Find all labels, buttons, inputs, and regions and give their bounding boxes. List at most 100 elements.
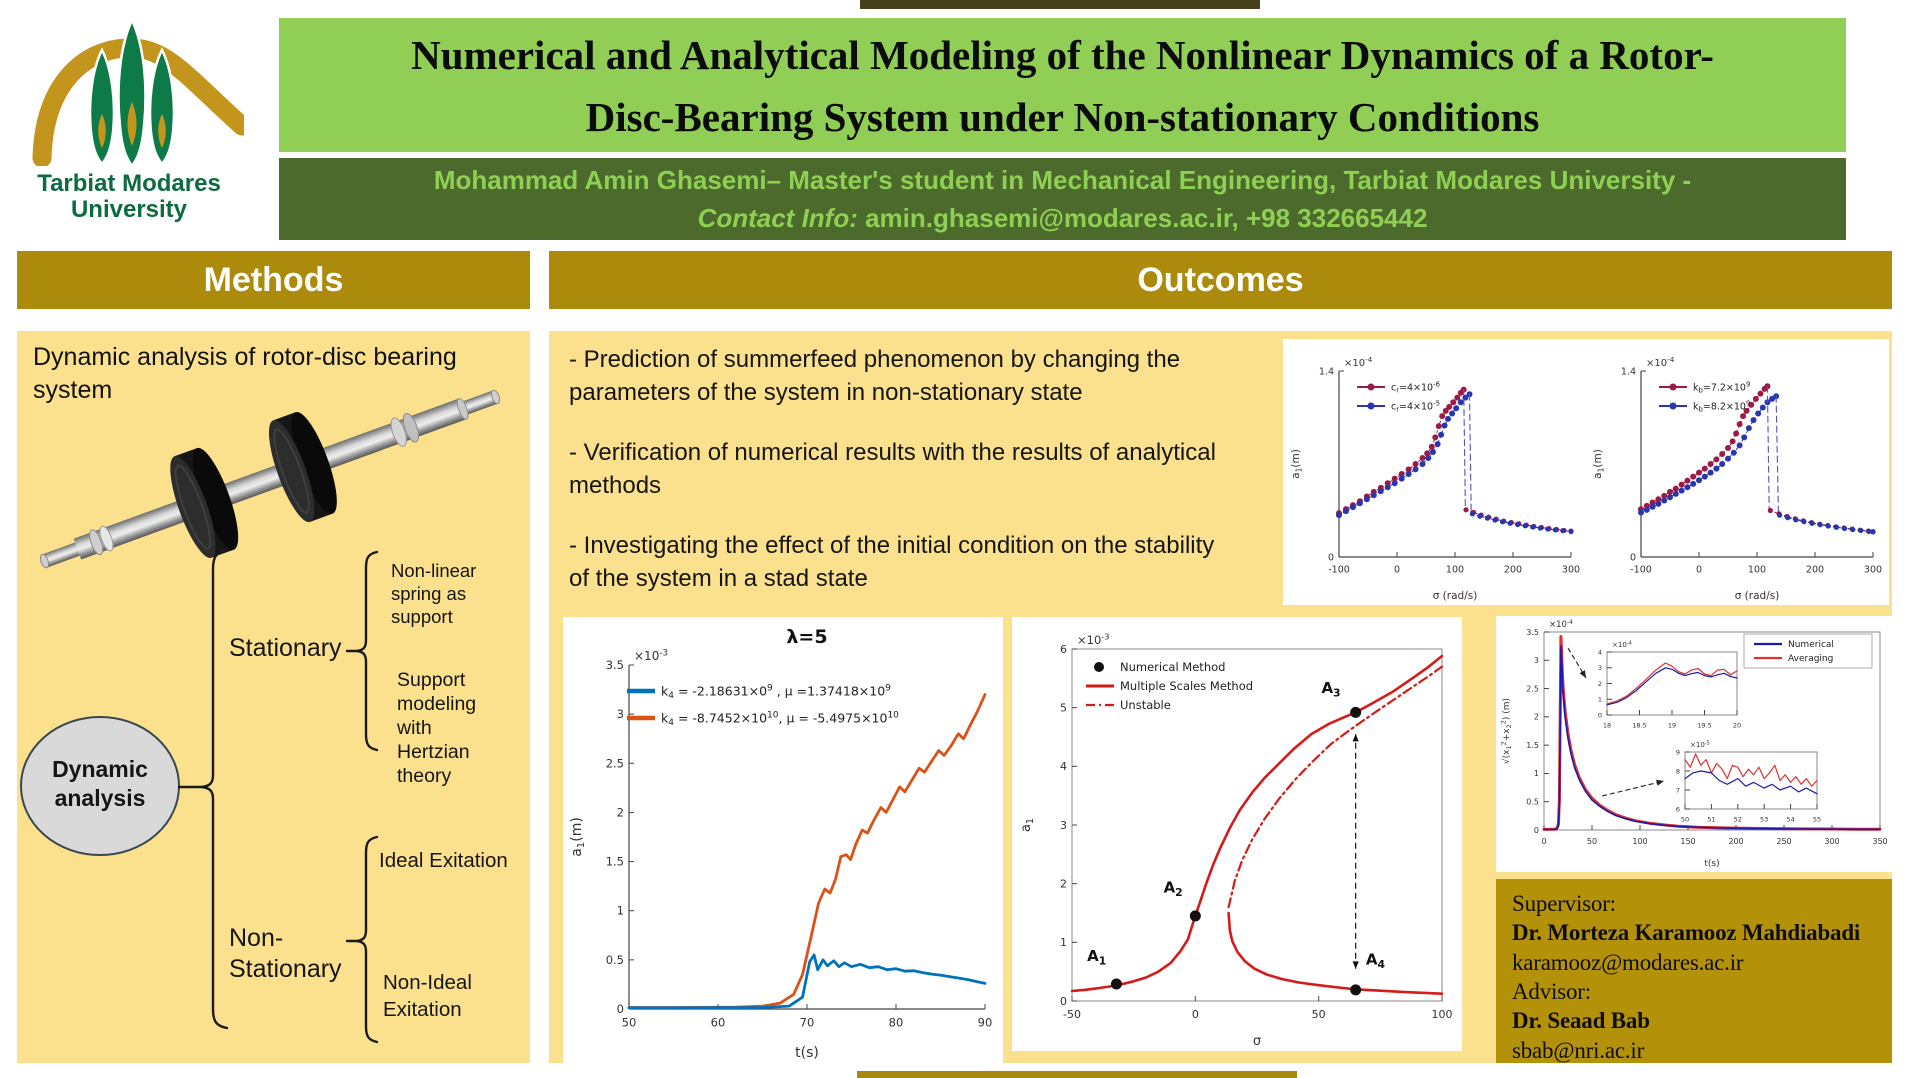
svg-text:350: 350	[1872, 837, 1887, 846]
svg-text:Multiple Scales Method: Multiple Scales Method	[1120, 679, 1253, 693]
stationary-brace	[356, 550, 379, 752]
svg-text:50: 50	[622, 1016, 637, 1030]
chart-lambda5: 50 60 70 80 90 0 0.5 1 1.5 2 2.5 3 3.5 ×10-3 t(s) a1(m)…	[565, 619, 1001, 1061]
tree-stationary-label: Stationary	[229, 634, 342, 662]
svg-text:σ: σ	[1253, 1034, 1261, 1049]
svg-text:100: 100	[1446, 565, 1464, 576]
disc-2	[268, 411, 337, 523]
outcomes-section-header: Outcomes	[549, 251, 1892, 309]
svg-text:×10-4: ×10-4	[1344, 355, 1373, 369]
svg-text:18.5: 18.5	[1632, 722, 1646, 730]
svg-text:7: 7	[1676, 786, 1680, 794]
top-trim	[860, 0, 1260, 9]
svg-text:a1(m): a1(m)	[1290, 449, 1303, 479]
outcomes-panel: - Prediction of summerfeed phenomenon by…	[549, 331, 1892, 1063]
svg-text:0: 0	[617, 1002, 624, 1016]
svg-text:70: 70	[800, 1016, 815, 1030]
svg-text:1.5: 1.5	[1526, 741, 1539, 750]
tree-leaf-nonlinear-spring: Non-linear spring as support	[391, 560, 477, 627]
svg-text:-100: -100	[1630, 565, 1652, 576]
svg-text:Numerical Method: Numerical Method	[1120, 660, 1225, 674]
svg-text:0: 0	[1192, 1008, 1199, 1021]
logo-line1: Tarbiat Modares	[37, 170, 221, 197]
svg-text:52: 52	[1734, 816, 1742, 824]
svg-text:A3: A3	[1321, 679, 1340, 699]
svg-text:100: 100	[1748, 565, 1766, 576]
svg-text:200: 200	[1728, 837, 1743, 846]
svg-text:54: 54	[1786, 816, 1794, 824]
svg-text:a1(m): a1(m)	[1592, 449, 1605, 479]
tarbiat-modares-logo-icon	[32, 17, 252, 169]
svg-text:Numerical: Numerical	[1788, 640, 1834, 650]
supervisor-email: karamooz@modares.ac.ir	[1512, 950, 1744, 975]
svg-text:kb=7.2×109: kb=7.2×109	[1693, 381, 1750, 395]
svg-text:√(x12+x22) (m): √(x12+x22) (m)	[1500, 698, 1513, 764]
methods-heading: Dynamic analysis of rotor-disc bearing s…	[33, 343, 457, 404]
contact-line: Contact Info: amin.ghasemi@modares.ac.ir…	[279, 200, 1846, 236]
svg-text:×10-4: ×10-4	[1549, 619, 1573, 630]
svg-text:t(s): t(s)	[1704, 859, 1719, 869]
svg-text:t(s): t(s)	[795, 1045, 819, 1061]
contact-label: Contact Info:	[697, 203, 858, 233]
svg-text:Unstable: Unstable	[1120, 698, 1171, 712]
bullet-1: - Prediction of summerfeed phenomenon by…	[569, 346, 1181, 406]
svg-text:3.5: 3.5	[606, 658, 624, 672]
svg-text:a1: a1	[1019, 818, 1036, 832]
contact-value: amin.ghasemi@modares.ac.ir, +98 33266544…	[857, 203, 1428, 233]
bottom-trim	[857, 1071, 1297, 1078]
rotor-disc-bearing-illustration	[39, 389, 501, 569]
chart-transient-envelope: 0 50 100 150 200 250 300 35000.511.522.533.5×10…	[1498, 618, 1890, 870]
chart-damping-sweep: -100 0 100 200 300 0 1.4 ×10-4 σ (rad/s) a1(m) cr=…	[1285, 341, 1583, 603]
svg-text:2: 2	[1534, 713, 1539, 722]
svg-text:1.5: 1.5	[606, 855, 624, 869]
svg-text:×10-3: ×10-3	[634, 648, 668, 663]
svg-text:×10-4: ×10-4	[1646, 355, 1675, 369]
tree-leaf-nonideal-excitation: Non-Ideal Exitation	[383, 971, 472, 1021]
svg-text:2: 2	[617, 805, 624, 819]
svg-text:2.5: 2.5	[1526, 684, 1539, 693]
svg-text:6: 6	[1060, 643, 1067, 656]
svg-text:80: 80	[889, 1016, 904, 1030]
svg-text:k4 = -2.18631×09 , μ =1.37418×: k4 = -2.18631×09 , μ =1.37418×109	[661, 683, 891, 701]
tree-leaf-ideal-excitation: Ideal Exitation	[379, 849, 508, 872]
svg-text:50: 50	[1681, 816, 1689, 824]
svg-text:σ (rad/s): σ (rad/s)	[1735, 590, 1780, 602]
svg-text:300: 300	[1562, 565, 1580, 576]
svg-text:2.5: 2.5	[606, 756, 624, 770]
chart-bifurcation: -50 0 50 1000123456×10-3σa1A1A2A3A4Numerica…	[1014, 619, 1460, 1049]
svg-text:0: 0	[1598, 711, 1602, 719]
svg-text:A1: A1	[1087, 947, 1106, 967]
supervisor-label: Supervisor:	[1512, 891, 1616, 916]
svg-text:0: 0	[1328, 552, 1334, 563]
advisor-label: Advisor:	[1512, 979, 1591, 1004]
svg-text:k4 = -8.7452×1010, μ = -5.4975: k4 = -8.7452×1010, μ = -5.4975×1010	[661, 710, 899, 728]
svg-text:3: 3	[1534, 656, 1539, 665]
supervisor-box: Supervisor: Dr. Morteza Karamooz Mahdiab…	[1496, 879, 1892, 1063]
advisor-name: Dr. Seaad Bab	[1512, 1008, 1650, 1033]
advisor-email: sbab@nri.ac.ir	[1512, 1038, 1645, 1063]
svg-text:cr=4×10-5: cr=4×10-5	[1391, 400, 1440, 414]
bullet-2: - Verification of numerical results with…	[569, 439, 1216, 499]
nonstationary-brace	[356, 835, 379, 1044]
analysis-tree-diagram	[20, 548, 379, 1044]
svg-text:3.5: 3.5	[1526, 628, 1539, 637]
svg-text:-50: -50	[1063, 1008, 1081, 1021]
svg-text:λ=5: λ=5	[786, 626, 827, 648]
svg-text:19: 19	[1668, 722, 1676, 730]
svg-text:1: 1	[1060, 936, 1067, 949]
svg-text:0: 0	[1541, 837, 1546, 846]
svg-text:3: 3	[617, 707, 624, 721]
svg-text:9: 9	[1676, 748, 1680, 756]
svg-text:0: 0	[1696, 565, 1702, 576]
root-brace	[201, 548, 229, 1030]
svg-text:1: 1	[617, 904, 624, 918]
svg-text:×10-4: ×10-4	[1612, 640, 1632, 649]
svg-text:51: 51	[1707, 816, 1715, 824]
bullet-3: - Investigating the effect of the initia…	[569, 532, 1215, 592]
poster-title-line1: Numerical and Analytical Modeling of the…	[411, 32, 1714, 78]
tree-leaf-hertzian-support: Support modeling with Hertzian theory	[397, 669, 477, 787]
svg-text:90: 90	[978, 1016, 993, 1030]
svg-text:250: 250	[1776, 837, 1791, 846]
poster-title-line2: Disc-Bearing System under Non-stationary…	[585, 94, 1540, 140]
